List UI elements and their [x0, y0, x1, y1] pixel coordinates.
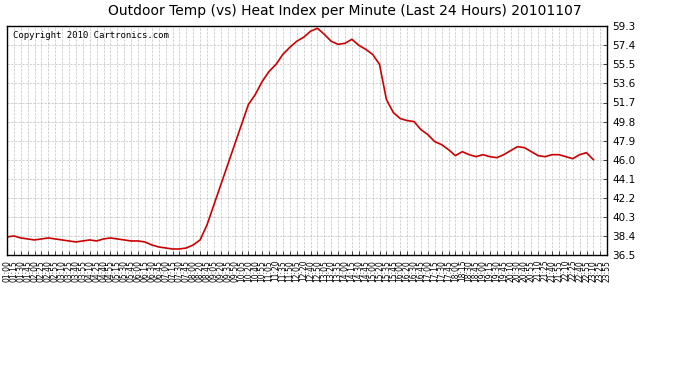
Text: Outdoor Temp (vs) Heat Index per Minute (Last 24 Hours) 20101107: Outdoor Temp (vs) Heat Index per Minute … — [108, 4, 582, 18]
Text: Copyright 2010 Cartronics.com: Copyright 2010 Cartronics.com — [13, 31, 169, 40]
